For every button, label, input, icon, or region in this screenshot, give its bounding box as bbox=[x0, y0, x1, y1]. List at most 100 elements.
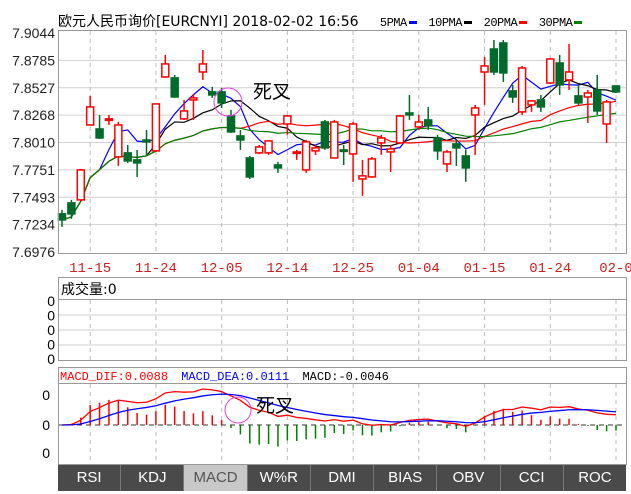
legend-swatch bbox=[574, 21, 583, 25]
macd-death-cross-marker bbox=[224, 396, 252, 424]
candle-body bbox=[508, 90, 517, 98]
legend-swatch bbox=[519, 21, 528, 25]
candle bbox=[67, 199, 76, 219]
x-tick-label: 12-14 bbox=[266, 261, 308, 277]
candle bbox=[161, 54, 170, 78]
candle bbox=[142, 129, 151, 155]
candle bbox=[611, 84, 621, 93]
candle-body bbox=[395, 115, 405, 144]
candle bbox=[602, 99, 611, 143]
ma5-line bbox=[61, 74, 617, 221]
candle-body bbox=[470, 107, 480, 116]
candle-body bbox=[207, 91, 217, 96]
tab-macd[interactable]: MACD bbox=[184, 465, 248, 491]
candle-body bbox=[226, 115, 236, 133]
tab-bias[interactable]: BIAS bbox=[374, 465, 438, 491]
tab-kdj[interactable]: KDJ bbox=[121, 465, 185, 491]
price-chart[interactable]: 7.9044 7.8785 7.8527 7.8268 7.8010 7.7751 7.74… bbox=[0, 0, 631, 465]
candle bbox=[330, 119, 339, 159]
candle-body bbox=[236, 135, 245, 141]
chart-title: 欧元人民币询价[EURCNYI] 2018-02-02 16:56 bbox=[58, 14, 359, 30]
y-tick-label: 7.7234 bbox=[12, 217, 55, 233]
candle bbox=[574, 84, 583, 105]
candle bbox=[198, 49, 208, 80]
candle bbox=[555, 54, 564, 95]
candle-body bbox=[602, 101, 611, 125]
candle-body bbox=[348, 123, 358, 155]
candle bbox=[123, 144, 132, 163]
candle-body bbox=[161, 63, 170, 78]
macd-y-tick: 0 bbox=[42, 417, 50, 433]
candle-body bbox=[405, 112, 414, 116]
y-tick-label: 7.7751 bbox=[12, 162, 55, 178]
candle bbox=[517, 65, 527, 115]
volume-y-tick: 0 bbox=[47, 351, 55, 367]
macd-panel-border bbox=[58, 383, 627, 465]
candle-body bbox=[423, 119, 433, 127]
candle bbox=[377, 134, 386, 155]
candle-body bbox=[517, 67, 527, 113]
candle bbox=[461, 149, 471, 182]
candle bbox=[470, 104, 480, 155]
candle-body bbox=[489, 48, 499, 73]
candle bbox=[358, 159, 367, 196]
candle-body bbox=[104, 118, 114, 122]
candle-body bbox=[442, 151, 452, 165]
candle-body bbox=[480, 65, 489, 73]
legend: 5PMA 10PMA 20PMA 30PMA bbox=[380, 16, 587, 30]
tab-roc[interactable]: ROC bbox=[578, 469, 612, 486]
chart-header: 欧元人民币询价[EURCNYI] 2018-02-02 16:56 5PMA 1… bbox=[58, 11, 587, 31]
candle-body bbox=[433, 137, 442, 152]
macd-dea-label: MACD_DEA:0.0111 bbox=[181, 370, 289, 384]
volume-y-tick: 0 bbox=[47, 337, 55, 353]
volume-title: 成交量:0 bbox=[61, 281, 117, 298]
candle bbox=[301, 139, 311, 173]
tab-rsi[interactable]: RSI bbox=[58, 465, 122, 491]
candle bbox=[236, 129, 245, 150]
tab-wr[interactable]: W%R bbox=[248, 465, 311, 491]
candle-body bbox=[311, 147, 320, 152]
candle bbox=[273, 161, 283, 173]
candle bbox=[95, 114, 104, 139]
candle-body bbox=[151, 103, 161, 152]
candle-body bbox=[254, 146, 264, 154]
candle-body bbox=[452, 143, 461, 149]
candle-body bbox=[264, 140, 273, 154]
candle-body bbox=[377, 137, 386, 144]
candle bbox=[170, 74, 179, 98]
candle bbox=[489, 39, 499, 75]
candle bbox=[527, 99, 536, 112]
candle bbox=[264, 139, 273, 155]
candle-body bbox=[386, 148, 395, 153]
candle bbox=[151, 103, 161, 152]
x-tick-label: 02-0 bbox=[599, 261, 631, 277]
x-tick-label: 11-24 bbox=[135, 261, 177, 277]
candle-body bbox=[132, 159, 142, 164]
tab-dmi[interactable]: DMI bbox=[311, 465, 375, 491]
candle bbox=[245, 155, 255, 179]
candle bbox=[405, 94, 414, 120]
candle bbox=[320, 119, 330, 150]
candle bbox=[536, 94, 546, 112]
candle-body bbox=[292, 151, 301, 155]
candle-body bbox=[499, 42, 508, 74]
candle bbox=[564, 43, 574, 90]
macd-dea-line bbox=[61, 393, 617, 426]
candle-body bbox=[414, 121, 424, 128]
candle-body bbox=[57, 213, 67, 221]
candle bbox=[217, 87, 226, 108]
macd-chart bbox=[59, 388, 626, 447]
candle-body bbox=[358, 175, 367, 180]
date-axis: 11-15 11-24 12-05 12-14 12-25 01-04 01-15 01-24… bbox=[69, 261, 631, 277]
tab-cci[interactable]: CCI bbox=[501, 465, 564, 491]
candle-body bbox=[179, 110, 189, 120]
y-tick-label: 7.9044 bbox=[12, 25, 55, 41]
legend-swatch bbox=[463, 21, 472, 25]
candle-body bbox=[283, 115, 292, 125]
legend-5pma: 5PMA bbox=[380, 16, 422, 30]
candle-body bbox=[546, 58, 555, 84]
tab-obv[interactable]: OBV bbox=[437, 465, 501, 491]
candlesticks bbox=[57, 39, 621, 227]
candle-body bbox=[170, 77, 179, 98]
candle bbox=[423, 106, 433, 130]
